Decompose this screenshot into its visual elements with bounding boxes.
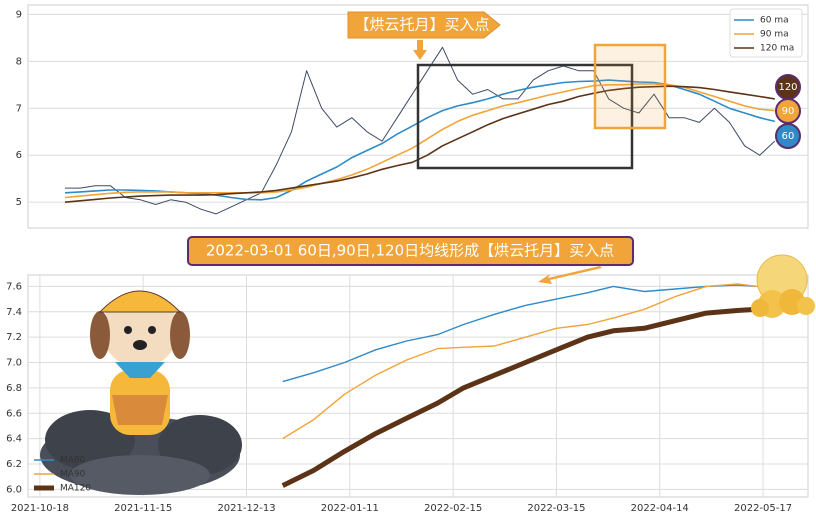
- price-line: [65, 46, 776, 215]
- y-tick-label: 6.2: [6, 459, 22, 470]
- plots: [64, 46, 776, 488]
- x-tick-label: 2022-01-11: [321, 503, 379, 514]
- x-tick-label: 2022-05-17: [734, 503, 792, 514]
- overlay: 60 ma 90 ma 120 ma MA60 MA90 MA120: [34, 8, 803, 494]
- highlight-box: [593, 43, 667, 130]
- legend: 60 ma 90 ma 120 ma: [729, 8, 803, 58]
- y-tick-label: 7.0: [6, 358, 22, 369]
- ma-line: [281, 306, 759, 488]
- arrow: [413, 40, 427, 60]
- title-banner: [187, 236, 634, 266]
- x-tick-label: 2021-11-15: [114, 503, 172, 514]
- y-tick-label: 7.2: [6, 332, 22, 343]
- legend-box: [729, 8, 803, 58]
- annotation-text: 【烘云托月】买入点: [354, 16, 489, 34]
- x-tick-label: 2022-02-15: [424, 503, 482, 514]
- legend-label: MA120: [60, 484, 91, 494]
- ma-line: [64, 83, 775, 199]
- annotation-banner: [347, 11, 501, 39]
- decorations: 【烘云托月】买入点 120 90 60 2022-03-01 60日,90日,1…: [40, 11, 815, 495]
- y-tick-label: 6.4: [6, 434, 22, 445]
- x-tick-label: 2022-03-15: [527, 503, 585, 514]
- y-tick-label: 7: [16, 103, 22, 114]
- chart-title: 2022-03-01 60日,90日,120日均线形成【烘云托月】买入点: [206, 242, 614, 260]
- y-tick-label: 8: [16, 56, 22, 67]
- ma-line: [282, 284, 758, 383]
- legend-label: MA60: [60, 456, 86, 466]
- ma-line: [282, 283, 758, 440]
- y-tick-label: 6.8: [6, 383, 22, 394]
- legend: MA60 MA90 MA120: [34, 456, 91, 494]
- legend-label: MA90: [60, 470, 86, 480]
- x-tick-label: 2021-10-18: [11, 503, 69, 514]
- y-tick-label: 6.6: [6, 408, 22, 419]
- legend-label: 120 ma: [760, 44, 794, 54]
- legend-label: 90 ma: [760, 30, 789, 40]
- badge: [775, 123, 801, 149]
- badge-label: 90: [782, 106, 795, 117]
- moon-illustration: [751, 254, 815, 318]
- y-tick-label: 6: [16, 150, 22, 161]
- legend-label: 60 ma: [760, 16, 789, 26]
- badge-label: 120: [778, 82, 797, 93]
- x-tick-label: 2022-04-14: [631, 503, 689, 514]
- y-tick-label: 6.0: [6, 484, 22, 495]
- highlight-box: [416, 63, 634, 170]
- y-tick-label: 9: [16, 9, 22, 20]
- y-tick-label: 5: [16, 197, 22, 208]
- y-tick-label: 7.6: [6, 281, 22, 292]
- y-tick-label: 7.4: [6, 307, 22, 318]
- x-tick-label: 2021-12-13: [217, 503, 275, 514]
- ma-line: [64, 85, 775, 203]
- arrow: [538, 266, 602, 284]
- badge-label: 60: [782, 131, 795, 142]
- dog-illustration: [40, 290, 242, 495]
